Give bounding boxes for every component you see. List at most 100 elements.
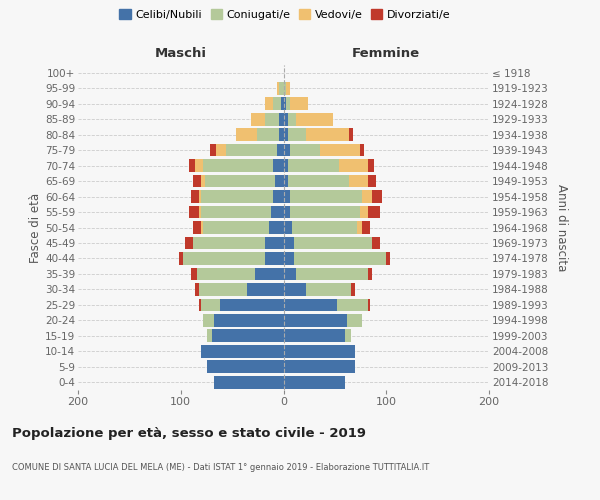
Bar — [273, 190, 284, 203]
Bar — [202, 298, 220, 311]
Bar — [284, 376, 345, 388]
Bar — [286, 82, 290, 94]
Bar — [292, 221, 358, 234]
Bar — [337, 298, 368, 311]
Bar — [368, 298, 370, 311]
Bar — [306, 283, 352, 296]
Bar — [199, 206, 202, 218]
Bar — [269, 221, 284, 234]
Bar — [265, 113, 280, 126]
Bar — [265, 98, 273, 110]
Bar — [347, 314, 362, 326]
Text: Popolazione per età, sesso e stato civile - 2019: Popolazione per età, sesso e stato civil… — [12, 428, 366, 440]
Bar — [265, 252, 284, 265]
Bar — [280, 113, 284, 126]
Bar — [257, 128, 280, 141]
Bar — [284, 314, 347, 326]
Bar — [199, 190, 202, 203]
Bar — [202, 206, 271, 218]
Bar — [214, 314, 284, 326]
Bar — [386, 252, 391, 265]
Text: COMUNE DI SANTA LUCIA DEL MELA (ME) - Dati ISTAT 1° gennaio 2019 - Elaborazione : COMUNE DI SANTA LUCIA DEL MELA (ME) - Da… — [12, 462, 429, 471]
Bar — [191, 268, 197, 280]
Bar — [345, 330, 352, 342]
Bar — [275, 174, 284, 188]
Bar — [284, 221, 292, 234]
Bar — [236, 128, 257, 141]
Bar — [203, 159, 273, 172]
Bar — [362, 221, 370, 234]
Bar — [193, 174, 202, 188]
Bar — [277, 82, 280, 94]
Bar — [362, 190, 372, 203]
Bar — [359, 206, 368, 218]
Bar — [284, 82, 286, 94]
Bar — [290, 206, 359, 218]
Bar — [220, 298, 284, 311]
Bar — [349, 174, 368, 188]
Bar — [368, 174, 376, 188]
Bar — [294, 236, 372, 250]
Bar — [185, 236, 193, 250]
Bar — [202, 345, 284, 358]
Bar — [199, 298, 202, 311]
Bar — [202, 221, 203, 234]
Bar — [215, 144, 226, 156]
Bar — [358, 221, 362, 234]
Bar — [372, 236, 380, 250]
Bar — [287, 128, 306, 141]
Bar — [277, 144, 284, 156]
Bar — [284, 268, 296, 280]
Bar — [247, 283, 284, 296]
Bar — [280, 128, 284, 141]
Text: Maschi: Maschi — [155, 48, 207, 60]
Bar — [372, 190, 382, 203]
Bar — [265, 236, 284, 250]
Bar — [284, 298, 337, 311]
Bar — [306, 128, 349, 141]
Bar — [294, 252, 386, 265]
Bar — [287, 159, 339, 172]
Bar — [284, 128, 287, 141]
Bar — [284, 113, 287, 126]
Bar — [273, 98, 281, 110]
Bar — [359, 144, 364, 156]
Bar — [284, 206, 290, 218]
Bar — [284, 159, 287, 172]
Bar — [284, 190, 290, 203]
Text: Femmine: Femmine — [352, 48, 421, 60]
Bar — [290, 144, 320, 156]
Bar — [191, 190, 199, 203]
Bar — [368, 159, 374, 172]
Bar — [284, 236, 294, 250]
Bar — [197, 268, 255, 280]
Bar — [199, 283, 247, 296]
Bar — [284, 144, 290, 156]
Bar — [202, 174, 205, 188]
Bar — [280, 82, 284, 94]
Bar — [193, 236, 265, 250]
Bar — [287, 113, 296, 126]
Bar — [286, 98, 290, 110]
Legend: Celibi/Nubili, Coniugati/e, Vedovi/e, Divorziati/e: Celibi/Nubili, Coniugati/e, Vedovi/e, Di… — [115, 4, 455, 24]
Bar — [290, 190, 362, 203]
Bar — [214, 376, 284, 388]
Bar — [284, 360, 355, 373]
Bar — [284, 330, 345, 342]
Bar — [281, 98, 284, 110]
Bar — [189, 159, 195, 172]
Bar — [203, 314, 214, 326]
Bar — [284, 345, 355, 358]
Bar — [193, 221, 202, 234]
Bar — [179, 252, 183, 265]
Bar — [368, 206, 380, 218]
Bar — [203, 221, 269, 234]
Bar — [339, 159, 368, 172]
Bar — [255, 268, 284, 280]
Bar — [290, 98, 308, 110]
Bar — [287, 174, 349, 188]
Bar — [271, 206, 284, 218]
Bar — [226, 144, 277, 156]
Bar — [189, 206, 199, 218]
Bar — [183, 252, 265, 265]
